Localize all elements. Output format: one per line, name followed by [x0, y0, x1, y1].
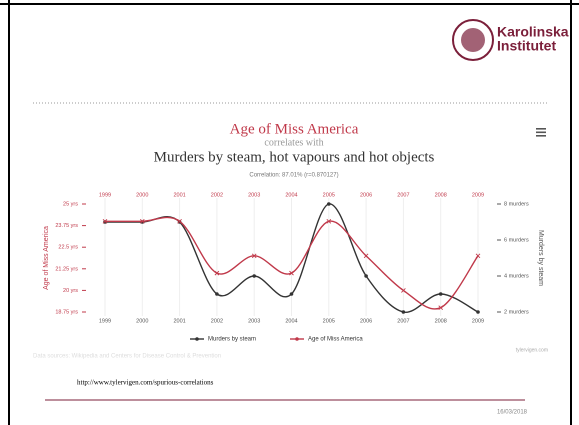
x-tick-label: 2000	[136, 318, 148, 324]
x-tick-label: 2003	[248, 318, 260, 324]
logo-seal	[452, 19, 494, 61]
point	[327, 202, 331, 206]
x-tick-label: 2008	[435, 318, 447, 324]
y-tick-label: 18.75 yrs	[55, 309, 78, 315]
x-tick-label: 2001	[173, 318, 185, 324]
point	[363, 253, 369, 259]
url: http://www.tylervigen.com/spurious-corre…	[77, 379, 214, 387]
point	[326, 218, 332, 224]
plot: 18.75 yrs 20 yrs 21.25 yrs 22.5 yrs 23.75 yr…	[55, 192, 529, 342]
y2-tick-label: 8 murders	[504, 201, 529, 207]
chart-title: Age of Miss America	[230, 121, 359, 137]
y-axis-title: Age of Miss America	[43, 226, 50, 290]
x-tick-label-top: 2000	[136, 192, 148, 198]
x-tick-label-top: 2003	[248, 192, 260, 198]
point	[401, 288, 406, 293]
logo-text: Institutet	[497, 38, 556, 54]
point	[251, 253, 257, 259]
point	[214, 270, 220, 276]
chart-subtitle: correlates with	[264, 137, 323, 148]
y2-tick-label: 6 murders	[504, 237, 529, 243]
x-tick-label-top: 2009	[472, 192, 484, 198]
logo: Karolinska Institutet	[452, 19, 569, 61]
y-tick-label: 20 yrs	[63, 288, 78, 294]
point	[438, 305, 444, 310]
x-tick-label: 1999	[99, 318, 111, 324]
y2-tick-label: 2 murders	[504, 309, 529, 315]
point	[139, 218, 145, 224]
point	[438, 292, 443, 296]
logo-text: Karolinska	[497, 24, 569, 40]
x-tick-label-top: 2001	[173, 192, 185, 198]
source: Data sources: Wikipedia and Centers for …	[33, 354, 221, 360]
menu-bar	[536, 128, 546, 130]
x-tick-label-top: 1999	[99, 192, 111, 198]
x-tick-label-top: 2007	[397, 192, 409, 198]
x-tick-label: 2004	[285, 318, 297, 324]
point	[289, 292, 294, 296]
y-tick-label: 25 yrs	[63, 201, 78, 207]
x-tick-label-top: 2005	[323, 192, 335, 198]
x-tick-label: 2002	[211, 318, 223, 324]
point	[364, 274, 368, 278]
legend-label: Age of Miss America	[308, 337, 363, 343]
legend-marker	[195, 337, 199, 341]
y2-tick-label: 4 murders	[504, 273, 529, 279]
y2-axis-title: Murders by steam	[537, 230, 544, 286]
point	[215, 292, 219, 296]
chart-title2: Murders by steam, hot vapours and hot ob…	[154, 149, 435, 165]
x-tick-label-top: 2008	[435, 192, 447, 198]
legend-label: Murders by steam	[208, 337, 256, 343]
credit: tylervigen.com	[516, 347, 548, 353]
point	[102, 218, 108, 224]
point	[252, 274, 256, 278]
menu-bar	[536, 135, 546, 137]
y-tick-label: 22.5 yrs	[58, 245, 78, 251]
point	[476, 310, 480, 314]
point	[289, 270, 294, 276]
x-tick-label: 2009	[472, 318, 484, 324]
x-tick-label-top: 2004	[285, 192, 297, 198]
x-tick-label-top: 2002	[211, 192, 223, 198]
logo-seal-center	[461, 28, 485, 52]
menu-bar	[536, 131, 546, 134]
date: 16/03/2018	[497, 410, 528, 416]
correlation: Correlation: 87.01% (r=0.870127)	[249, 173, 338, 179]
legend-marker	[295, 337, 299, 341]
point	[177, 218, 182, 224]
menu-icon[interactable]	[536, 128, 546, 137]
point	[401, 310, 406, 314]
y-tick-label: 23.75 yrs	[55, 223, 78, 229]
point	[475, 253, 481, 259]
y-tick-label: 21.25 yrs	[55, 266, 78, 272]
x-tick-label: 2007	[397, 318, 409, 324]
x-tick-label-top: 2006	[360, 192, 372, 198]
x-tick-label: 2006	[360, 318, 372, 324]
x-tick-label: 2005	[323, 318, 335, 324]
